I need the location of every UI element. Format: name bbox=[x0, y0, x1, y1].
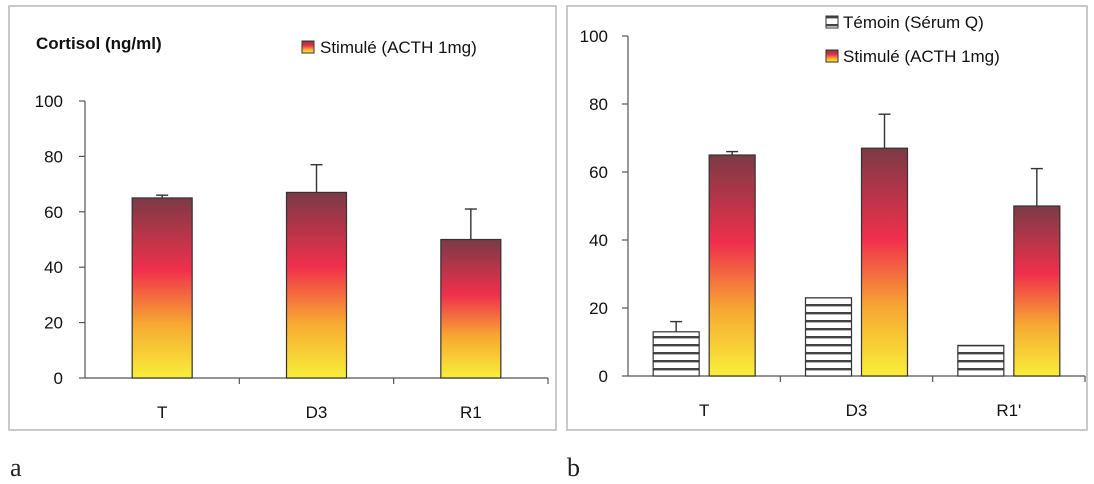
bar bbox=[957, 344, 1005, 377]
panel-b-letter: b bbox=[567, 453, 580, 482]
bar bbox=[1013, 205, 1061, 377]
legend-b-swatch-control bbox=[825, 15, 839, 29]
legend-b-label-control: Témoin (Sérum Q) bbox=[843, 13, 984, 32]
panel-a-letter: a bbox=[10, 453, 22, 482]
y-tick-label: 40 bbox=[44, 258, 63, 277]
bar bbox=[131, 197, 193, 379]
y-tick-label: 100 bbox=[580, 27, 608, 46]
bar bbox=[652, 331, 700, 377]
y-tick-label: 20 bbox=[44, 314, 63, 333]
plot-area-a: 0 20 40 60 80 100 T D3 R1 bbox=[35, 92, 549, 422]
legend-b-label-stimulated: Stimulé (ACTH 1mg) bbox=[843, 47, 1000, 66]
y-tick-label: 40 bbox=[589, 231, 608, 250]
y-tick-label: 60 bbox=[589, 163, 608, 182]
x-tick-label: T bbox=[157, 403, 167, 422]
y-tick-label: 20 bbox=[589, 299, 608, 318]
legend-a-swatch bbox=[301, 40, 315, 54]
bar bbox=[860, 147, 909, 377]
y-tick-label: 0 bbox=[54, 369, 63, 388]
x-tick-label: T bbox=[699, 401, 709, 420]
plot-area-b: 0 20 40 60 80 100 T D3 R1' bbox=[580, 27, 1086, 420]
y-tick-label: 80 bbox=[589, 95, 608, 114]
y-tick-label: 0 bbox=[599, 367, 608, 386]
y-tick-label: 100 bbox=[35, 92, 63, 111]
bar bbox=[708, 154, 756, 377]
x-tick-label: R1' bbox=[996, 401, 1021, 420]
legend-b: Témoin (Sérum Q) Stimulé (ACTH 1mg) bbox=[825, 13, 1000, 66]
legend-a: Stimulé (ACTH 1mg) bbox=[301, 38, 477, 57]
bar bbox=[285, 191, 348, 379]
legend-a-label: Stimulé (ACTH 1mg) bbox=[320, 38, 477, 57]
x-tick-label: D3 bbox=[846, 401, 868, 420]
chart-a-title: Cortisol (ng/ml) bbox=[36, 34, 162, 53]
y-tick-label: 80 bbox=[44, 147, 63, 166]
chart-panel-a: Cortisol (ng/ml) Stimulé (ACTH 1mg) 0 20 4… bbox=[8, 5, 557, 431]
chart-panel-b: Témoin (Sérum Q) Stimulé (ACTH 1mg) 0 20 4… bbox=[566, 5, 1088, 431]
y-tick-label: 60 bbox=[44, 203, 63, 222]
bar bbox=[440, 238, 502, 379]
x-tick-label: R1 bbox=[460, 403, 482, 422]
x-tick-label: D3 bbox=[306, 403, 328, 422]
bar bbox=[804, 297, 853, 377]
legend-b-swatch-stimulated bbox=[825, 49, 839, 63]
